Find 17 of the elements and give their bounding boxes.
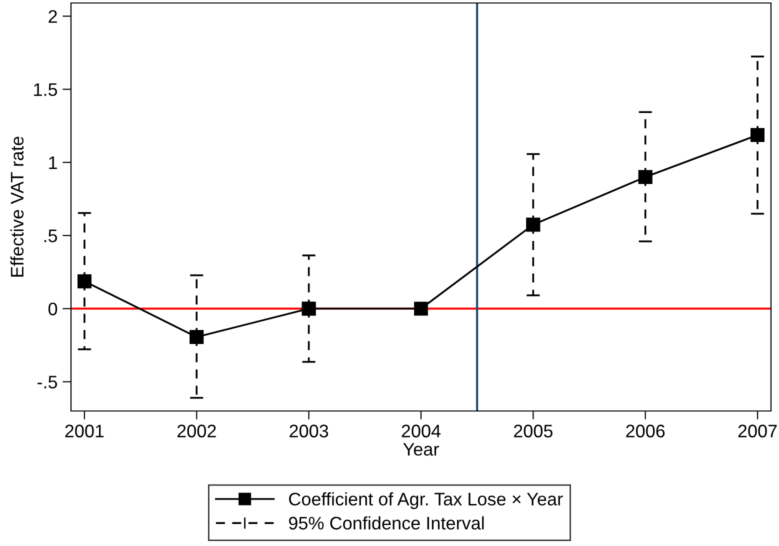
x-tick-label: 2002 <box>177 424 216 438</box>
x-tick-label: 2003 <box>290 424 328 438</box>
legend-label: 95% Confidence Interval <box>289 516 484 530</box>
x-tick-label: 2007 <box>738 424 777 438</box>
x-axis-title: Year <box>403 443 439 456</box>
x-tick-label: 2004 <box>402 424 441 438</box>
y-tick-label: 0 <box>48 302 58 316</box>
y-tick-label: .5 <box>44 230 58 242</box>
y-tick-label: 1.5 <box>34 83 58 96</box>
x-tick-label: 2001 <box>65 424 104 438</box>
y-tick-label: 1 <box>49 156 57 169</box>
legend-label: Coefficient of Agr. Tax Lose × Year <box>289 492 563 510</box>
x-tick-label: 2006 <box>626 424 665 438</box>
y-tick-label: -.5 <box>38 376 58 388</box>
x-tick-label: 2005 <box>514 424 553 438</box>
y-tick-label: 2 <box>48 10 57 23</box>
y-axis-title: Effective VAT rate <box>10 136 24 277</box>
